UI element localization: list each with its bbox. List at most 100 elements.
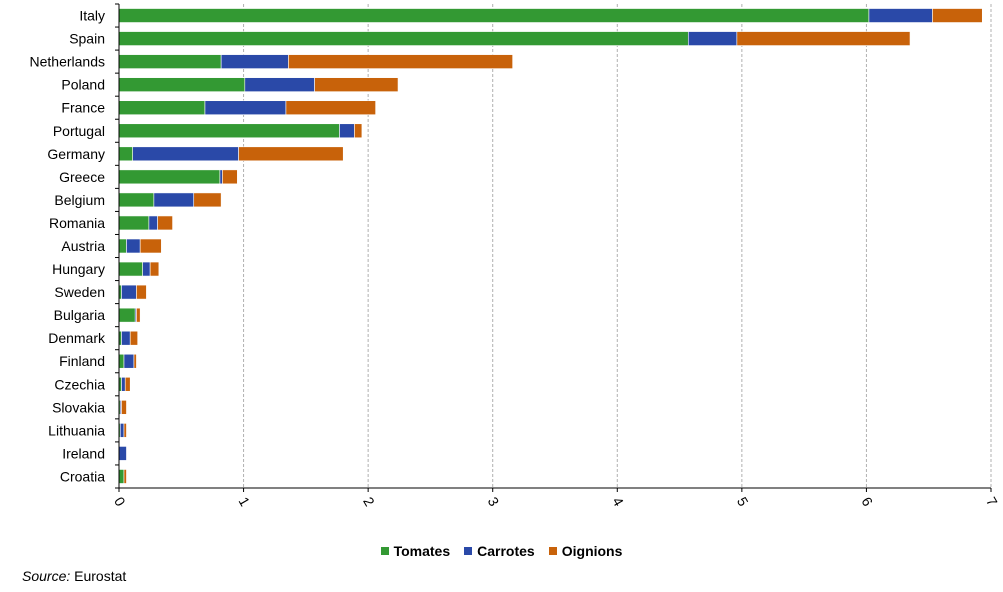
category-label-slovakia: Slovakia <box>52 399 105 415</box>
legend-label-carrotes: Carrotes <box>477 543 535 559</box>
x-tick-label-6: 6 <box>858 494 876 509</box>
bar-bulgaria-tomates <box>118 307 136 323</box>
bar-france-oignions <box>285 100 376 116</box>
bar-croatia-tomates <box>118 469 125 484</box>
category-label-netherlands: Netherlands <box>30 54 106 70</box>
bar-finland-carrotes <box>123 353 135 369</box>
bar-austria-oignions <box>139 238 162 254</box>
category-label-greece: Greece <box>59 169 105 185</box>
category-label-finland: Finland <box>59 353 105 369</box>
category-label-italy: Italy <box>79 8 105 24</box>
bar-portugal-tomates <box>118 123 340 139</box>
bar-romania-oignions <box>157 215 173 231</box>
x-tick-label-7: 7 <box>983 494 1001 509</box>
bar-romania-carrotes <box>148 215 158 231</box>
bar-netherlands-carrotes <box>220 54 289 69</box>
bar-czechia-carrotes <box>121 376 126 392</box>
bar-lithuania-carrotes <box>119 423 125 438</box>
stacked-bar-chart: Italy Spain Netherlands Poland France Portuga… <box>30 3 1001 509</box>
category-label-france: France <box>61 100 105 116</box>
legend-swatch-carrotes <box>464 547 473 555</box>
bar-poland-carrotes <box>244 77 315 92</box>
bar-slovakia-oignions <box>121 400 127 415</box>
bar-poland-oignions <box>314 77 399 92</box>
legend-item-carrotes: Carrotes <box>464 543 535 559</box>
bar-germany-tomates <box>118 146 134 162</box>
bar-spain-tomates <box>118 31 689 46</box>
bar-lithuania-oignions <box>123 423 127 438</box>
category-label-lithuania: Lithuania <box>48 422 105 438</box>
bar-france-tomates <box>118 100 206 116</box>
bar-netherlands-oignions <box>288 54 513 69</box>
bar-belgium-carrotes <box>153 192 195 208</box>
source-text: Eurostat <box>74 568 127 584</box>
category-label-spain: Spain <box>69 31 105 47</box>
bar-croatia-oignions <box>123 469 127 484</box>
category-label-sweden: Sweden <box>54 284 105 300</box>
bar-denmark-oignions <box>129 330 138 346</box>
source-label: Source: <box>22 568 71 584</box>
bar-germany-carrotes <box>132 146 239 162</box>
bar-ireland-carrotes <box>118 446 127 461</box>
category-label-bulgaria: Bulgaria <box>54 307 106 323</box>
bar-portugal-carrotes <box>339 123 355 139</box>
x-tick-label-0: 0 <box>111 494 129 509</box>
bar-finland-tomates <box>118 353 125 369</box>
bar-italy-carrotes <box>868 8 933 23</box>
bar-romania-tomates <box>118 215 150 231</box>
category-label-denmark: Denmark <box>48 330 106 346</box>
bar-netherlands-tomates <box>118 54 222 69</box>
bar-bulgaria-oignions <box>136 307 141 323</box>
bar-italy-tomates <box>118 8 870 23</box>
bar-hungary-oignions <box>149 261 160 277</box>
x-tick-label-4: 4 <box>609 494 627 509</box>
x-tick-label-3: 3 <box>485 494 503 509</box>
bar-greece-oignions <box>222 169 238 185</box>
bar-france-carrotes <box>204 100 287 116</box>
bar-spain-carrotes <box>687 31 738 46</box>
category-label-poland: Poland <box>61 77 105 93</box>
legend-item-tomates: Tomates <box>380 543 451 559</box>
bar-austria-carrotes <box>126 238 141 254</box>
category-label-ireland: Ireland <box>62 445 105 461</box>
bar-portugal-oignions <box>354 123 363 139</box>
bar-finland-oignions <box>133 353 137 369</box>
bar-germany-oignions <box>238 146 344 162</box>
legend-swatch-tomates <box>380 547 389 555</box>
bar-poland-tomates <box>118 77 246 92</box>
bar-denmark-carrotes <box>121 330 131 346</box>
bar-spain-oignions <box>736 31 911 46</box>
x-tick-label-1: 1 <box>236 494 254 509</box>
bar-sweden-carrotes <box>121 284 137 300</box>
bar-greece-carrotes <box>219 169 223 185</box>
bar-hungary-carrotes <box>142 261 151 277</box>
legend-label-oignions: Oignions <box>561 543 623 559</box>
bars <box>118 8 983 484</box>
bar-belgium-tomates <box>118 192 155 208</box>
axes <box>115 3 992 492</box>
bar-italy-oignions <box>932 8 983 23</box>
bar-hungary-tomates <box>118 261 143 277</box>
category-label-belgium: Belgium <box>54 192 105 208</box>
x-tick-labels: 0 1 2 3 4 5 6 7 <box>111 494 1001 509</box>
x-tick-label-2: 2 <box>360 494 378 509</box>
category-label-czechia: Czechia <box>54 376 105 392</box>
legend-item-oignions: Oignions <box>548 543 623 559</box>
bar-austria-tomates <box>118 238 127 254</box>
category-label-germany: Germany <box>47 146 105 162</box>
category-label-austria: Austria <box>61 238 105 254</box>
legend-swatch-oignions <box>548 547 557 555</box>
bar-sweden-oignions <box>136 284 147 300</box>
category-label-romania: Romania <box>49 215 105 231</box>
source-note: Source: Eurostat <box>22 568 126 584</box>
category-labels: Italy Spain Netherlands Poland France Portuga… <box>30 8 106 485</box>
legend-label-tomates: Tomates <box>393 543 451 559</box>
bar-czechia-oignions <box>124 376 131 392</box>
category-label-portugal: Portugal <box>53 123 105 139</box>
legend: Tomates Carrotes Oignions <box>0 543 1003 559</box>
x-tick-label-5: 5 <box>734 494 752 509</box>
gridlines <box>243 4 992 488</box>
bar-greece-tomates <box>118 169 221 185</box>
category-label-croatia: Croatia <box>60 468 105 484</box>
bar-belgium-oignions <box>193 192 222 208</box>
